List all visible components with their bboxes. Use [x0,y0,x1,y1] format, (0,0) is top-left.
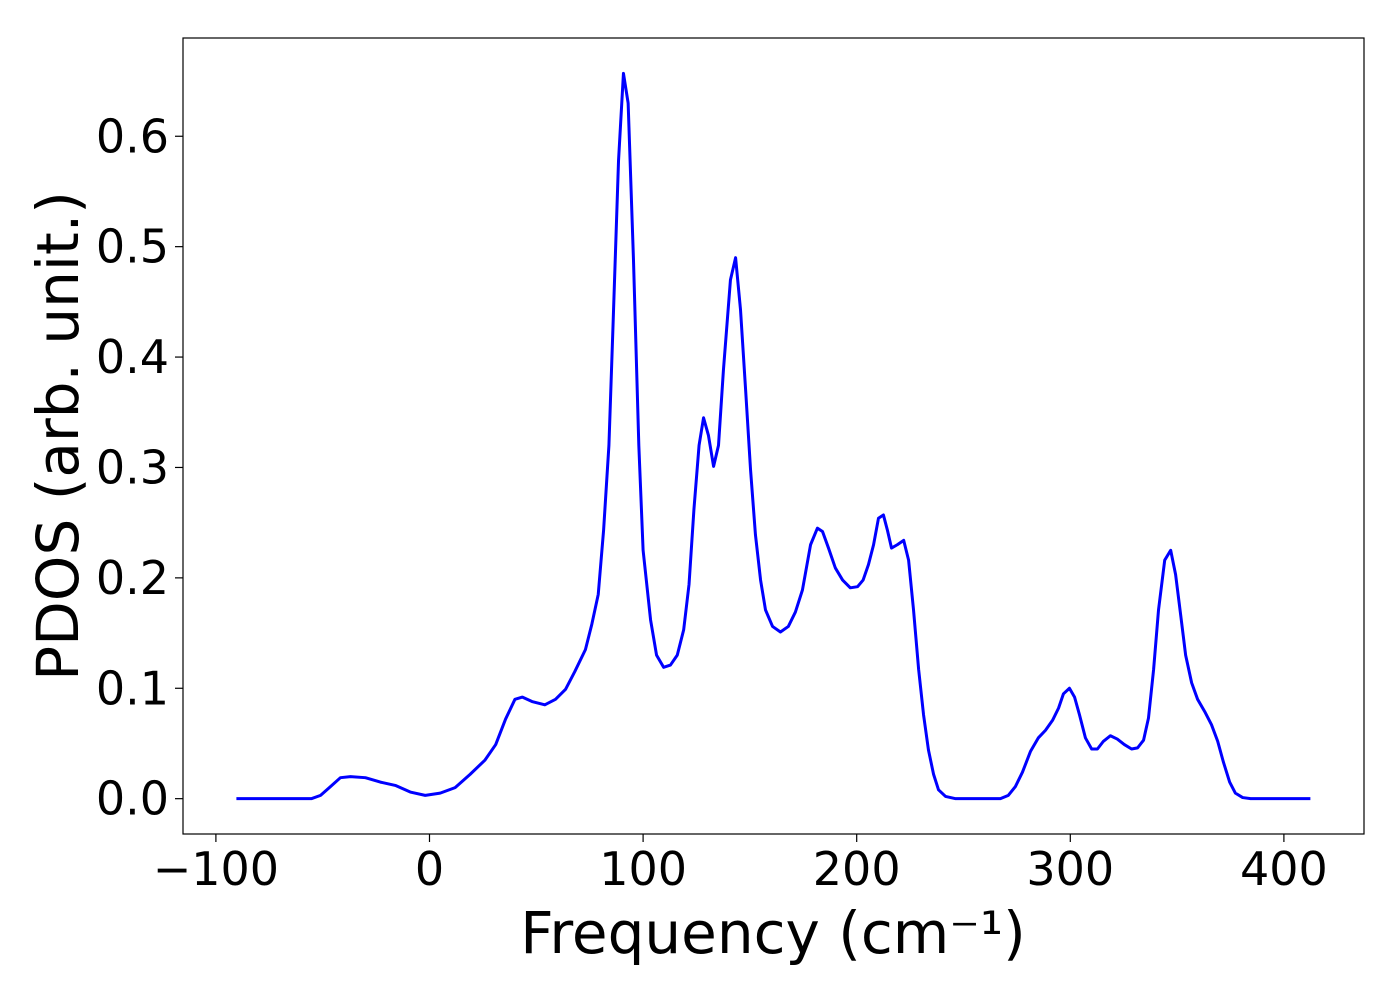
y-axis-label: PDOS (arb. unit.) [24,191,92,681]
x-tick-label: 300 [1026,842,1114,896]
x-axis-label: Frequency (cm⁻¹) [520,899,1026,967]
y-tick-label: 0.5 [96,220,169,274]
x-tick-label: 400 [1240,842,1328,896]
x-tick-label: 100 [599,842,687,896]
x-tick-label: 0 [415,842,444,896]
y-tick-label: 0.4 [96,330,169,384]
y-tick-label: 0.6 [96,109,169,163]
plot-frame [182,37,1365,835]
y-tick-label: 0.2 [96,551,169,605]
y-tick-label: 0.0 [96,772,169,826]
x-tick-label: −100 [153,842,279,896]
y-tick-label: 0.1 [96,661,169,715]
data-line [236,71,1311,801]
plot-background [183,38,1364,834]
x-tick-label: 200 [813,842,901,896]
y-tick-label: 0.3 [96,440,169,494]
